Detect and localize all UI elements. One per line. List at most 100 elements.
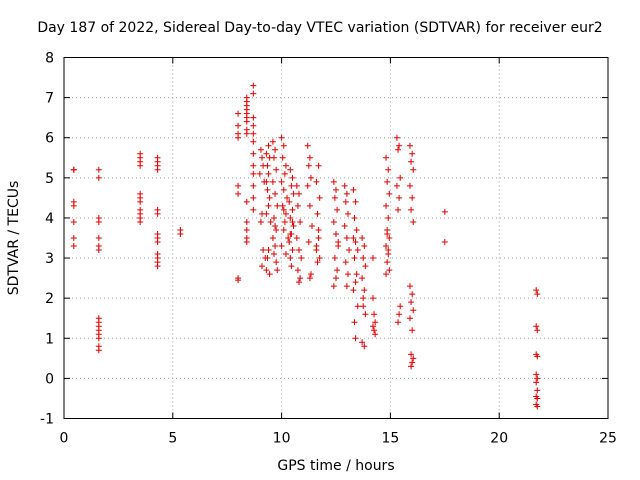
data-point — [288, 263, 295, 270]
data-point — [154, 239, 161, 246]
data-point — [334, 267, 341, 274]
data-point — [257, 146, 264, 153]
data-point — [353, 271, 360, 278]
data-point — [250, 194, 257, 201]
data-point — [406, 315, 413, 322]
x-tick-label: 20 — [490, 431, 508, 447]
data-point — [297, 275, 304, 282]
data-point — [273, 166, 280, 173]
data-point — [351, 319, 358, 326]
x-tick-label: 5 — [168, 431, 177, 447]
data-point — [309, 222, 316, 229]
data-point — [315, 226, 322, 233]
data-point — [409, 291, 416, 298]
data-point — [362, 263, 369, 270]
data-point — [304, 142, 311, 149]
data-point — [306, 275, 313, 282]
data-point — [264, 186, 271, 193]
data-point — [281, 170, 288, 177]
data-point — [288, 182, 295, 189]
data-point — [410, 218, 417, 225]
data-point — [441, 239, 448, 246]
data-point — [354, 247, 361, 254]
data-point — [70, 202, 77, 209]
data-point — [289, 247, 296, 254]
data-point — [265, 202, 272, 209]
data-point — [260, 247, 267, 254]
y-tick-label: -1 — [40, 412, 54, 428]
data-point — [406, 283, 413, 290]
data-point — [333, 186, 339, 193]
data-point — [343, 235, 350, 241]
y-tick-label: 7 — [45, 91, 54, 107]
data-point — [137, 198, 144, 205]
data-point — [154, 166, 161, 173]
data-point — [534, 375, 541, 382]
data-point — [330, 218, 337, 225]
data-point — [409, 194, 416, 201]
data-point — [243, 130, 250, 137]
data-point — [362, 311, 369, 318]
y-axis: -1 0 1 2 3 4 5 6 7 8 — [40, 51, 608, 428]
data-point — [384, 259, 391, 266]
data-point — [534, 395, 541, 402]
data-point — [385, 247, 392, 254]
data-point — [270, 251, 277, 258]
data-point — [410, 355, 417, 362]
data-point — [315, 235, 322, 241]
data-point — [313, 178, 320, 185]
data-point — [409, 359, 416, 366]
data-point — [533, 379, 540, 386]
data-point — [353, 226, 360, 233]
data-point — [334, 206, 341, 213]
data-point — [235, 277, 242, 284]
data-point — [263, 210, 270, 217]
data-point — [154, 263, 161, 270]
data-point — [408, 206, 415, 213]
data-point — [95, 174, 102, 181]
y-axis-label: SDTVAR / TECUs — [6, 181, 22, 296]
data-point — [264, 255, 271, 262]
data-point — [346, 247, 353, 254]
data-point — [250, 114, 257, 121]
data-point — [289, 218, 296, 225]
data-point — [333, 230, 339, 237]
data-point — [343, 190, 350, 197]
data-point — [351, 255, 358, 262]
data-point — [371, 311, 378, 318]
data-point — [369, 295, 376, 302]
data-point — [396, 194, 403, 201]
data-point — [289, 174, 296, 181]
data-point — [350, 287, 357, 294]
data-point — [354, 303, 361, 310]
data-point — [305, 162, 312, 169]
data-point — [385, 214, 392, 221]
data-point — [372, 331, 379, 338]
data-point — [384, 178, 391, 185]
data-point — [298, 255, 305, 262]
data-point — [352, 335, 359, 342]
data-point — [361, 287, 368, 294]
data-point — [289, 206, 296, 213]
data-point — [265, 247, 272, 254]
data-point — [259, 263, 266, 270]
data-point — [350, 186, 357, 193]
data-point — [352, 239, 359, 246]
data-point — [70, 166, 77, 173]
data-point — [534, 327, 541, 334]
data-point — [272, 222, 279, 229]
data-point — [294, 202, 301, 209]
data-point — [274, 267, 281, 274]
data-point — [335, 239, 342, 246]
data-point — [313, 247, 320, 254]
data-point — [293, 182, 300, 189]
data-point — [360, 295, 367, 302]
data-point — [265, 142, 272, 149]
data-point — [243, 218, 250, 225]
data-point — [296, 247, 303, 254]
data-point — [351, 214, 358, 221]
data-point — [287, 166, 294, 173]
data-point — [333, 275, 339, 282]
data-point — [273, 226, 280, 233]
